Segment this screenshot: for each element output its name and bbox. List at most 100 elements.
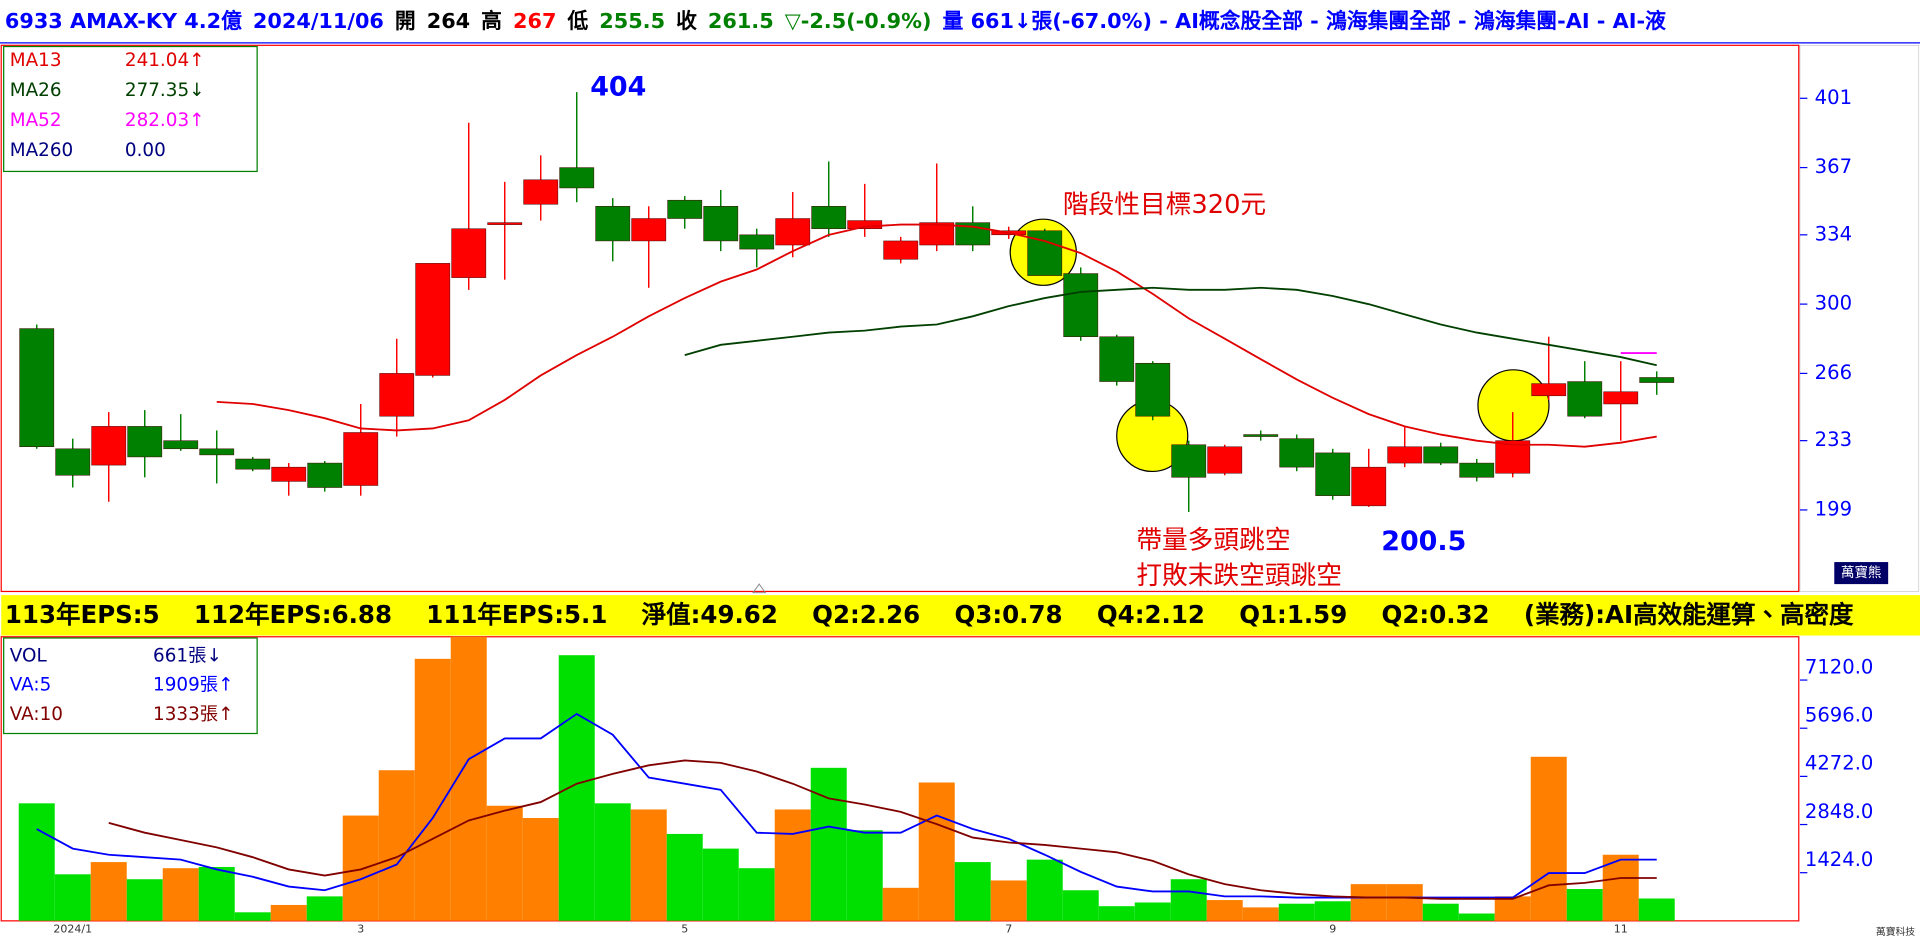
candle-body xyxy=(1639,377,1675,383)
candle-body xyxy=(379,373,415,417)
volume-bar xyxy=(990,880,1027,921)
y-tick-label: 5696.0 xyxy=(1805,703,1874,726)
volume-bar xyxy=(594,803,631,921)
legend-value: 1333張↑ xyxy=(153,704,233,725)
legend-name: MA52 xyxy=(10,110,62,131)
volume-bar xyxy=(162,868,199,921)
annotation: 帶量多頭跳空 xyxy=(1136,526,1290,556)
annotation: 階段性目標320元 xyxy=(1063,190,1266,220)
candle-body xyxy=(487,222,523,225)
header-segment: 量 661↓張(-67.0%) - AI概念股全部 - 鴻海集團全部 - 鴻海集… xyxy=(943,9,1667,33)
legend-value: 277.35↓ xyxy=(125,80,205,101)
legend-name: MA26 xyxy=(10,80,62,101)
legends: MA13 241.04↑ MA26 277.35↓ MA52 282.03↑ MA260 0.… xyxy=(10,50,234,725)
legend-value: 661張↓ xyxy=(153,645,222,666)
candle-body xyxy=(1423,446,1459,464)
x-tick-label: 7 xyxy=(1005,922,1012,935)
volume-bar xyxy=(1386,884,1423,921)
footer: 萬寶科技 xyxy=(1876,925,1915,938)
ma-line xyxy=(684,286,1657,367)
volume-bar xyxy=(1134,902,1171,921)
volume-bar xyxy=(1350,884,1387,921)
x-tick-label: 2024/1 xyxy=(53,922,92,935)
header-segment: ▽-2.5(-0.9%) xyxy=(785,9,932,33)
price-panel xyxy=(0,44,1800,593)
volume-bar xyxy=(630,809,667,921)
volume-bar xyxy=(1062,890,1099,921)
marker-triangle xyxy=(752,583,767,594)
volume-bar xyxy=(1494,896,1531,921)
annotation: 打敗末跌空頭跳空 xyxy=(1136,561,1342,591)
legend-value: 0.00 xyxy=(125,140,166,161)
eps-item: Q2:2.26 xyxy=(812,600,920,629)
volume-bar xyxy=(486,805,523,921)
volume-bar xyxy=(1206,900,1243,921)
candle-body xyxy=(163,440,199,450)
volume-bar xyxy=(450,636,487,921)
candle-body xyxy=(271,466,307,482)
candle-body xyxy=(1243,434,1279,437)
header-segment: 高 xyxy=(481,9,502,33)
legend-name: VOL xyxy=(10,645,48,666)
x-tick-label: 9 xyxy=(1329,922,1336,935)
eps-line: 113年EPS:5 112年EPS:6.88 111年EPS:5.1 淨值:49.62… xyxy=(5,600,1854,629)
candle-body xyxy=(1063,273,1099,337)
header-segment: 開 xyxy=(395,9,416,33)
candle-body xyxy=(1207,446,1243,474)
volume-bar xyxy=(1170,879,1207,921)
candle-body xyxy=(1171,444,1207,478)
volume-bar xyxy=(378,770,415,921)
candle-body xyxy=(307,462,343,488)
legend-value: 241.04↑ xyxy=(125,50,205,71)
volume-bar xyxy=(1278,903,1315,921)
volume-bar xyxy=(1458,913,1495,921)
candle-body xyxy=(1495,440,1531,474)
volume-bar xyxy=(522,818,559,921)
header-segment: 261.5 xyxy=(708,9,774,33)
candle-body xyxy=(1603,391,1639,405)
volume-bar xyxy=(702,848,739,921)
x-tick-label: 5 xyxy=(681,922,688,935)
candle-body xyxy=(1315,452,1351,496)
candle-body xyxy=(127,426,163,458)
y-tick-label: 2848.0 xyxy=(1805,800,1874,823)
ma-line xyxy=(216,223,1657,448)
candle-body xyxy=(55,448,91,476)
eps-item: Q3:0.78 xyxy=(955,600,1063,629)
candle-body xyxy=(1459,462,1495,478)
volume-bar xyxy=(342,815,379,921)
legend-name: MA13 xyxy=(10,50,62,71)
candle-body xyxy=(235,458,271,470)
eps-item: 113年EPS:5 xyxy=(5,600,160,629)
candle-body xyxy=(451,228,487,278)
candle-body xyxy=(847,220,883,229)
eps-item: 淨值:49.62 xyxy=(642,600,778,629)
eps-item: 111年EPS:5.1 xyxy=(426,600,607,629)
volume-bar xyxy=(414,658,451,921)
eps-item: 112年EPS:6.88 xyxy=(194,600,392,629)
volume-bar xyxy=(846,830,883,921)
volume-bar xyxy=(954,862,991,921)
candle-body xyxy=(343,432,379,486)
y-tick-label: 334 xyxy=(1815,222,1852,245)
y-tick-label: 233 xyxy=(1815,428,1852,451)
candle-body xyxy=(19,328,55,448)
volume-bar xyxy=(1242,907,1279,921)
volume-bar xyxy=(918,782,955,921)
candle-body xyxy=(811,206,847,229)
eps-item: Q4:2.12 xyxy=(1097,600,1205,629)
volume-bar xyxy=(306,896,343,921)
price-plot xyxy=(19,92,1675,512)
volume-bar xyxy=(54,874,91,921)
volume-bar xyxy=(1566,889,1603,921)
volume-bar xyxy=(882,887,919,921)
volume-bar xyxy=(774,809,811,921)
header-segment: 收 xyxy=(676,9,697,33)
volume-bar xyxy=(666,833,703,921)
candle-body xyxy=(523,179,559,205)
header-segment: 低 xyxy=(566,9,588,33)
legend-value: 1909張↑ xyxy=(153,675,233,696)
y-tick-label: 266 xyxy=(1815,361,1852,384)
candle-body xyxy=(1531,383,1567,397)
volume-bar xyxy=(1638,898,1675,921)
